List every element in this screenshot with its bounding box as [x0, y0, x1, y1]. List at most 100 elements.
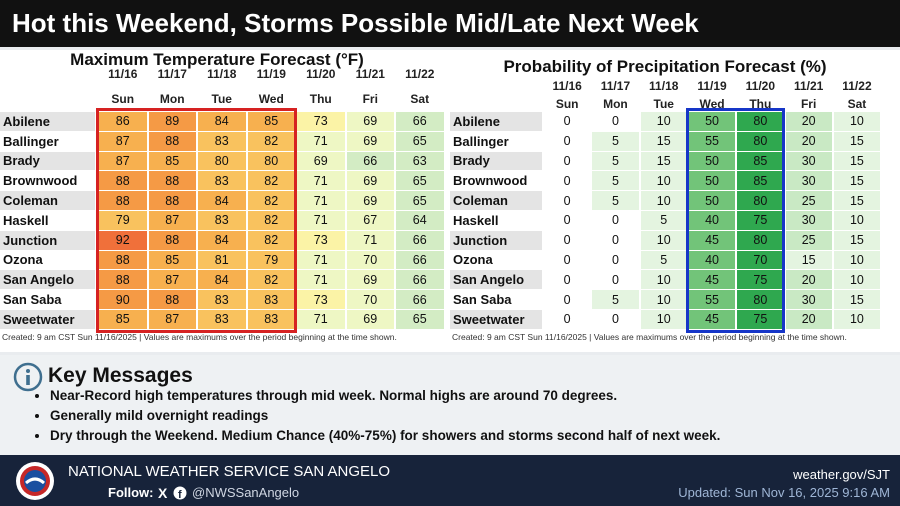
table-cell: 25 [785, 230, 832, 250]
table-cell: 85 [148, 250, 196, 270]
table-cell: 0 [544, 290, 591, 309]
table-cell: 82 [247, 131, 295, 151]
table-cell: 15 [833, 290, 881, 309]
table-cell: 82 [247, 171, 295, 191]
row-name: Ballinger [450, 131, 542, 151]
table-cell: 82 [247, 230, 295, 250]
table-cell: 40 [688, 211, 736, 230]
row-name: Junction [450, 230, 542, 250]
row-name: Brownwood [0, 171, 95, 191]
table-cell: 15 [640, 151, 687, 171]
table-cell: 10 [833, 270, 881, 290]
column-date: 11/22 [842, 79, 872, 93]
table-cell: 40 [688, 250, 736, 270]
table-cell: 0 [544, 270, 591, 290]
table-cell: 80 [737, 290, 784, 309]
column-date: 11/18 [207, 67, 237, 81]
table-cell: 92 [99, 230, 147, 250]
column-day: Thu [749, 97, 772, 111]
table-cell: 84 [198, 191, 246, 210]
table-cell: 30 [785, 211, 832, 230]
table-cell: 66 [396, 230, 444, 250]
table-cell: 45 [688, 310, 736, 329]
table-cell: 20 [785, 112, 832, 131]
row-name: San Angelo [450, 270, 542, 290]
table-cell: 86 [99, 112, 147, 131]
table-cell: 10 [640, 230, 687, 250]
row-name: Ozona [0, 250, 95, 270]
table-cell: 88 [148, 230, 196, 250]
table-cell: 84 [198, 270, 246, 290]
row-name: Coleman [0, 191, 95, 210]
table-cell: 0 [592, 211, 639, 230]
table-cell: 0 [592, 230, 639, 250]
row-name: Coleman [450, 191, 542, 210]
table-cell: 85 [148, 151, 196, 171]
key-messages: Key Messages Near-Record high temperatur… [0, 355, 900, 455]
row-name: Abilene [0, 112, 95, 131]
table-cell: 45 [688, 230, 736, 250]
table-cell: 87 [148, 310, 196, 329]
table-cell: 81 [198, 250, 246, 270]
table-cell: 65 [396, 310, 444, 329]
table-cell: 75 [737, 211, 784, 230]
table-cell: 88 [148, 171, 196, 191]
table-cell: 69 [346, 131, 394, 151]
table-cell: 85 [737, 171, 784, 191]
column-date: 11/17 [157, 67, 187, 81]
table-cell: 0 [544, 310, 591, 329]
table-cell: 30 [785, 151, 832, 171]
table-cell: 45 [688, 270, 736, 290]
table-cell: 10 [833, 211, 881, 230]
table-cell: 25 [785, 191, 832, 210]
svg-text:X: X [158, 485, 168, 501]
table-cell: 15 [785, 250, 832, 270]
footer-website[interactable]: weather.gov/SJT [793, 467, 890, 482]
table-cell: 69 [297, 151, 345, 171]
table-cell: 69 [346, 310, 394, 329]
table-cell: 10 [640, 290, 687, 309]
table-cell: 70 [346, 290, 394, 309]
column-day: Mon [603, 97, 628, 111]
table-cell: 0 [592, 250, 639, 270]
table-cell: 80 [247, 151, 295, 171]
table-cell: 10 [833, 112, 881, 131]
highlight-box [685, 108, 786, 333]
footer: NATIONAL WEATHER SERVICE SAN ANGELO Foll… [0, 455, 900, 506]
column-date: 11/19 [256, 67, 286, 81]
table-cell: 85 [737, 151, 784, 171]
key-message: Dry through the Weekend. Medium Chance (… [50, 428, 892, 443]
table-cell: 69 [346, 112, 394, 131]
table-cell: 66 [396, 270, 444, 290]
svg-text:f: f [178, 489, 182, 501]
table-cell: 69 [346, 270, 394, 290]
table-cell: 67 [346, 211, 394, 230]
table-cell: 15 [833, 151, 881, 171]
table-cell: 0 [544, 230, 591, 250]
table-cell: 80 [737, 191, 784, 210]
info-icon [13, 362, 43, 392]
column-date: 11/21 [355, 67, 385, 81]
column-day: Sun [555, 97, 579, 111]
table-cell: 71 [297, 211, 345, 230]
row-name: Sweetwater [450, 310, 542, 329]
table-cell: 82 [247, 191, 295, 210]
table-cell: 71 [297, 131, 345, 151]
key-messages-list: Near-Record high temperatures through mi… [32, 388, 892, 448]
table-cell: 82 [247, 211, 295, 230]
table-footnote: Created: 9 am CST Sun 11/16/2025 | Value… [452, 331, 847, 342]
table-cell: 71 [297, 171, 345, 191]
table-cell: 50 [688, 191, 736, 210]
table-cell: 5 [592, 131, 639, 151]
table-cell: 83 [198, 211, 246, 230]
table-cell: 71 [297, 310, 345, 329]
column-day: Fri [800, 97, 817, 111]
footer-handle[interactable]: @NWSSanAngelo [192, 485, 300, 500]
key-message: Near-Record high temperatures through mi… [50, 388, 892, 403]
table-cell: 84 [198, 230, 246, 250]
row-name: San Saba [450, 290, 542, 309]
tables: Maximum Temperature Forecast (°F) 11/16 Su… [0, 50, 881, 342]
table-cell: 90 [99, 290, 147, 309]
column-date: 11/16 [108, 67, 138, 81]
